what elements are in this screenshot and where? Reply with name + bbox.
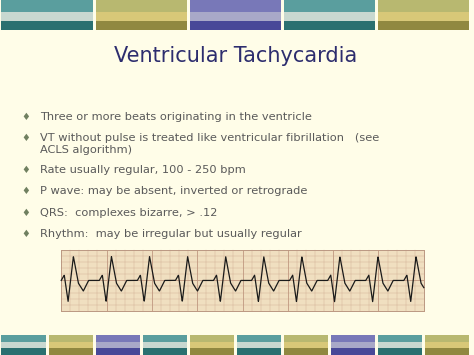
Bar: [96, 21, 187, 30]
Bar: [425, 335, 469, 342]
Bar: [96, 349, 140, 355]
Bar: [96, 0, 187, 12]
Bar: [1, 335, 46, 342]
Bar: [1, 12, 93, 21]
Bar: [143, 349, 187, 355]
Bar: [96, 335, 140, 342]
Bar: [1, 349, 46, 355]
Bar: [331, 342, 375, 349]
Bar: [284, 342, 328, 349]
Bar: [284, 0, 375, 12]
Bar: [425, 342, 469, 349]
Bar: [190, 21, 281, 30]
Text: Rhythm:  may be irregular but usually regular: Rhythm: may be irregular but usually reg…: [40, 229, 302, 239]
Bar: [1, 0, 93, 12]
Bar: [190, 349, 234, 355]
Bar: [378, 12, 469, 21]
Bar: [331, 335, 375, 342]
Bar: [143, 342, 187, 349]
Text: Ventricular Tachycardia: Ventricular Tachycardia: [114, 46, 357, 66]
Bar: [331, 349, 375, 355]
Bar: [284, 335, 328, 342]
Bar: [190, 12, 281, 21]
Bar: [96, 12, 187, 21]
Bar: [237, 342, 281, 349]
Text: Rate usually regular, 100 - 250 bpm: Rate usually regular, 100 - 250 bpm: [40, 165, 246, 175]
Text: ♦: ♦: [21, 112, 30, 122]
Bar: [1, 342, 46, 349]
Bar: [237, 349, 281, 355]
Bar: [378, 21, 469, 30]
Bar: [425, 349, 469, 355]
Bar: [284, 21, 375, 30]
Bar: [48, 342, 93, 349]
Text: ♦: ♦: [21, 229, 30, 239]
Text: ♦: ♦: [21, 208, 30, 218]
Text: ♦: ♦: [21, 165, 30, 175]
Bar: [378, 342, 422, 349]
Text: Three or more beats originating in the ventricle: Three or more beats originating in the v…: [40, 112, 312, 122]
Bar: [48, 349, 93, 355]
Bar: [1, 21, 93, 30]
Text: P wave: may be absent, inverted or retrograde: P wave: may be absent, inverted or retro…: [40, 186, 308, 196]
Text: QRS:  complexes bizarre, > .12: QRS: complexes bizarre, > .12: [40, 208, 218, 218]
Bar: [48, 335, 93, 342]
Bar: [190, 342, 234, 349]
Bar: [284, 349, 328, 355]
Text: ♦: ♦: [21, 186, 30, 196]
Text: ♦: ♦: [21, 133, 30, 143]
Bar: [96, 342, 140, 349]
Bar: [284, 12, 375, 21]
Bar: [378, 335, 422, 342]
Bar: [61, 250, 424, 311]
Bar: [237, 335, 281, 342]
Bar: [378, 0, 469, 12]
Text: VT without pulse is treated like ventricular fibrillation   (see
ACLS algorithm): VT without pulse is treated like ventric…: [40, 133, 379, 155]
Bar: [190, 0, 281, 12]
Bar: [378, 349, 422, 355]
Bar: [190, 335, 234, 342]
Bar: [143, 335, 187, 342]
